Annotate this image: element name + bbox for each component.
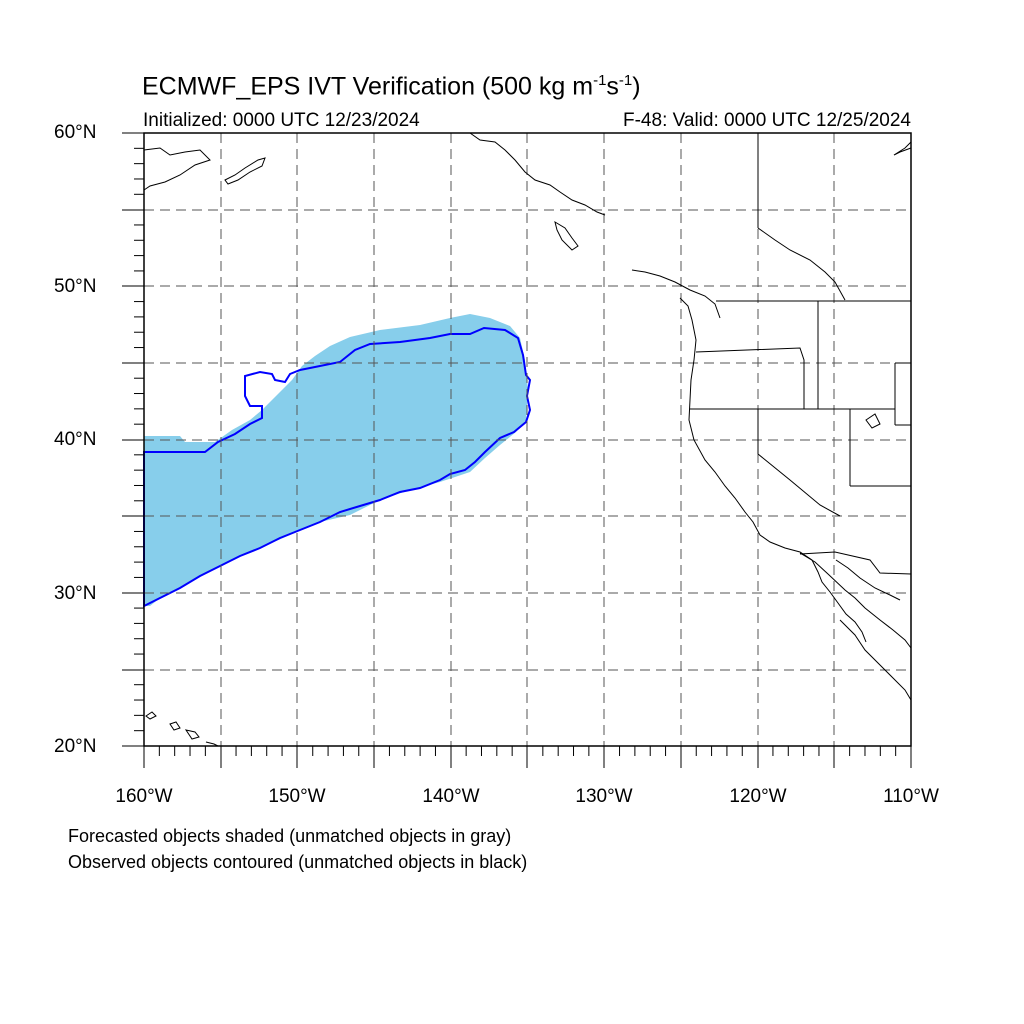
lat-label-60n: 60°N bbox=[54, 122, 97, 143]
political-borders bbox=[690, 133, 912, 575]
lat-label-50n: 50°N bbox=[54, 276, 97, 297]
map-title: ECMWF_EPS IVT Verification (500 kg m-1s-… bbox=[142, 72, 641, 101]
forecast-object-shading bbox=[144, 314, 528, 606]
footer-observed-note: Observed objects contoured (unmatched ob… bbox=[68, 852, 528, 872]
lon-label-160w: 160°W bbox=[115, 786, 173, 807]
minor-ticks bbox=[134, 147, 897, 756]
lon-label-110w: 110°W bbox=[883, 786, 939, 807]
lon-label-120w: 120°W bbox=[729, 786, 787, 807]
lon-label-140w: 140°W bbox=[422, 786, 480, 807]
lat-label-20n: 20°N bbox=[54, 736, 97, 757]
graticule bbox=[144, 133, 911, 746]
lon-label-130w: 130°W bbox=[575, 786, 633, 807]
footer-forecast-note: Forecasted objects shaded (unmatched obj… bbox=[68, 826, 512, 846]
lat-label-30n: 30°N bbox=[54, 583, 97, 604]
lat-label-40n: 40°N bbox=[54, 429, 97, 450]
init-time-label: Initialized: 0000 UTC 12/23/2024 bbox=[143, 110, 420, 131]
axis-ticks bbox=[122, 132, 912, 768]
valid-time-label: F-48: Valid: 0000 UTC 12/25/2024 bbox=[623, 110, 911, 131]
lon-label-150w: 150°W bbox=[268, 786, 326, 807]
coastlines bbox=[143, 132, 912, 747]
observed-object-contour bbox=[143, 326, 532, 608]
